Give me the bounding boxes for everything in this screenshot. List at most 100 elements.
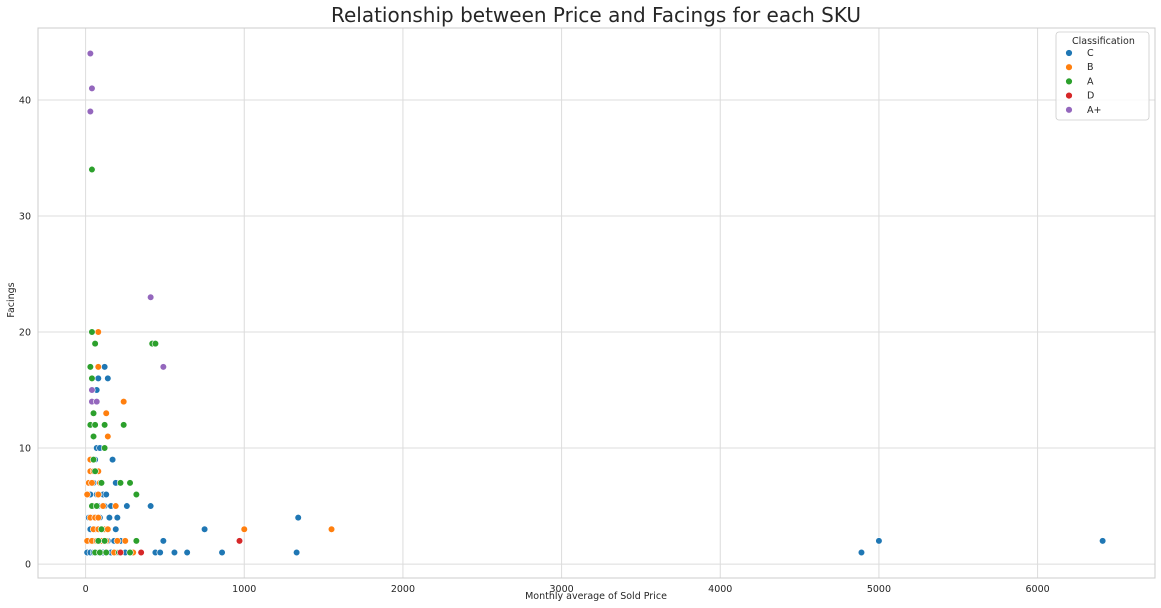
data-point-b xyxy=(120,398,128,406)
data-point-a xyxy=(97,525,106,533)
data-point-a xyxy=(101,537,109,545)
data-point-a xyxy=(88,374,96,383)
data-point-a xyxy=(132,490,140,499)
data-point-a xyxy=(89,432,98,441)
data-point-a-plus xyxy=(86,107,94,116)
data-point-b xyxy=(327,525,336,533)
data-point-a xyxy=(97,479,106,487)
data-point-a-plus xyxy=(93,398,101,406)
y-tick-label: 0 xyxy=(25,560,31,571)
data-point-b xyxy=(99,502,107,510)
data-point-a xyxy=(91,421,99,429)
data-point-c xyxy=(113,514,121,522)
data-point-c xyxy=(105,514,113,522)
data-point-c xyxy=(170,548,179,557)
y-tick-label: 20 xyxy=(19,328,31,339)
data-point-b xyxy=(121,537,129,545)
data-point-a xyxy=(101,421,109,429)
data-point-c xyxy=(108,456,117,464)
data-point-c xyxy=(156,548,164,557)
data-point-a xyxy=(102,548,110,557)
data-point-c xyxy=(159,537,167,545)
data-point-b xyxy=(104,432,112,441)
data-point-a xyxy=(126,548,134,557)
data-point-b xyxy=(94,514,102,522)
y-axis-label: Facings xyxy=(6,282,17,317)
data-point-a-plus xyxy=(159,363,167,371)
y-tick-label: 40 xyxy=(19,95,31,106)
data-point-c xyxy=(218,548,226,557)
data-point-c xyxy=(1099,537,1107,545)
data-point-a xyxy=(126,479,134,487)
data-point-c xyxy=(147,502,155,510)
data-point-a xyxy=(89,456,98,464)
data-point-b xyxy=(88,479,96,487)
data-point-a xyxy=(101,444,109,452)
data-point-b xyxy=(102,409,110,417)
legend-marker xyxy=(1065,63,1073,71)
x-tick-label: 2000 xyxy=(391,584,415,595)
data-point-c xyxy=(94,374,102,383)
data-point-b xyxy=(104,525,112,533)
data-point-a xyxy=(93,502,101,510)
legend-marker xyxy=(1065,91,1073,100)
data-point-d xyxy=(235,537,244,545)
data-point-a xyxy=(96,548,104,557)
data-point-c xyxy=(104,374,112,383)
x-tick-label: 0 xyxy=(83,584,89,595)
grid xyxy=(38,28,1155,578)
legend-label: D xyxy=(1087,91,1094,102)
legend-label: A xyxy=(1087,76,1094,87)
data-point-a-plus xyxy=(88,84,96,92)
x-tick-label: 4000 xyxy=(708,584,732,595)
data-point-c xyxy=(183,548,191,557)
x-tick-label: 3000 xyxy=(550,584,574,595)
legend-label: B xyxy=(1087,62,1094,73)
data-point-a xyxy=(88,328,96,336)
data-point-a xyxy=(132,537,140,545)
data-point-b xyxy=(240,525,248,533)
data-point-a xyxy=(120,421,128,429)
data-point-a-plus xyxy=(147,293,155,301)
data-point-d xyxy=(116,548,125,557)
data-point-a-plus xyxy=(88,386,96,394)
data-point-a xyxy=(91,340,99,348)
legend-label: A+ xyxy=(1087,105,1101,116)
legend-title: Classification xyxy=(1072,36,1135,47)
data-point-a xyxy=(91,467,99,475)
data-point-c xyxy=(294,514,302,522)
data-point-c xyxy=(200,525,209,533)
data-point-b xyxy=(113,537,121,545)
legend-marker xyxy=(1065,106,1073,114)
data-point-a-plus xyxy=(86,49,94,58)
x-tick-labels: 0 1000 2000 3000 4000 5000 6000 xyxy=(83,584,1050,595)
data-point-c xyxy=(857,548,866,557)
y-tick-label: 30 xyxy=(19,211,31,222)
data-point-c xyxy=(875,537,883,545)
y-tick-label: 10 xyxy=(19,444,31,455)
data-point-a xyxy=(88,165,96,174)
data-point-a xyxy=(86,363,94,371)
data-point-a xyxy=(94,537,102,545)
legend-marker xyxy=(1065,49,1073,57)
chart-title: Relationship between Price and Facings f… xyxy=(331,3,861,27)
data-point-a xyxy=(116,479,125,487)
data-point-a xyxy=(151,340,160,348)
legend-marker xyxy=(1065,77,1073,86)
data-point-a xyxy=(89,409,98,417)
x-tick-label: 6000 xyxy=(1025,584,1049,595)
data-point-c xyxy=(112,525,120,533)
data-point-b xyxy=(94,490,102,499)
data-point-c xyxy=(293,548,301,557)
y-tick-labels: 0 10 20 30 40 xyxy=(19,95,31,570)
data-points xyxy=(83,49,1107,557)
data-point-b xyxy=(94,363,102,371)
data-point-b xyxy=(83,490,91,499)
legend-box xyxy=(1055,31,1150,121)
data-point-c xyxy=(123,502,131,510)
data-point-c xyxy=(102,490,110,499)
